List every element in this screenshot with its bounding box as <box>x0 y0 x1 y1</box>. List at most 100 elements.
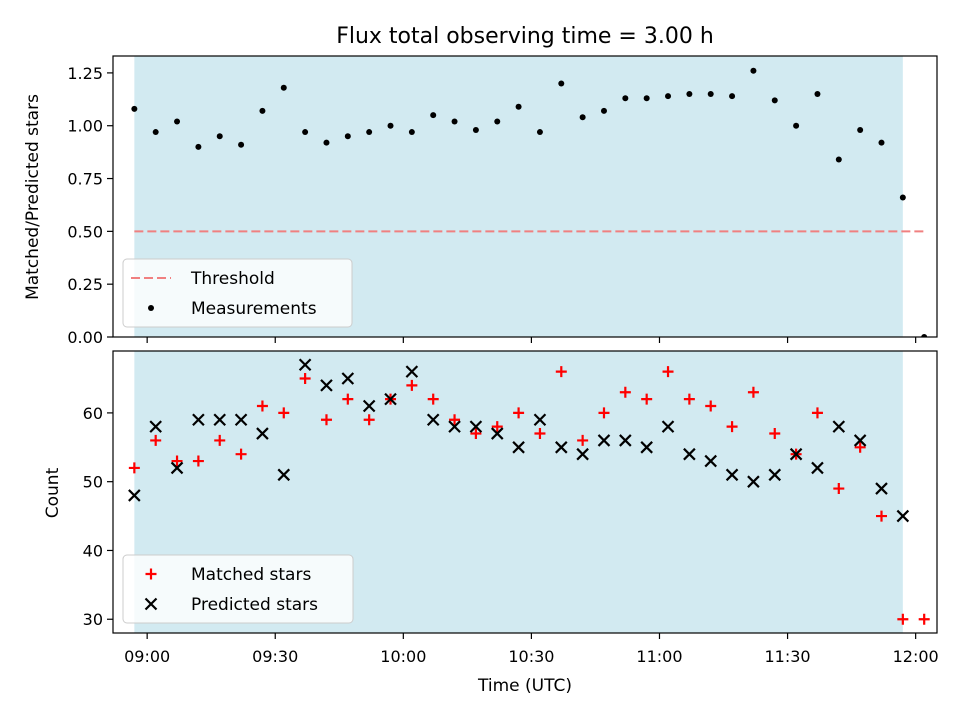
axes-frame-top <box>112 55 938 338</box>
matched-star-point <box>555 366 567 378</box>
measurement-point <box>707 91 714 98</box>
predicted-star-point <box>832 420 846 433</box>
y-tick-label-top: 0.50 <box>67 222 103 241</box>
predicted-star-point <box>256 427 269 440</box>
matched-star-point <box>150 434 162 446</box>
measurement-point <box>387 122 394 129</box>
axes-frame-bottom <box>112 350 938 634</box>
measurement-point <box>238 141 245 148</box>
legend-predicted-swatch <box>144 597 158 611</box>
predicted-star-point <box>533 413 547 427</box>
legend-box-top <box>122 258 353 328</box>
matched-star-point <box>342 393 354 405</box>
matched-star-point <box>662 366 674 378</box>
x-tick-label: 09:30 <box>252 647 298 666</box>
predicted-star-point <box>128 489 141 502</box>
x-tick-label: 09:00 <box>124 647 170 666</box>
predicted-star-point <box>640 441 653 454</box>
matched-star-point <box>406 379 418 391</box>
measurement-point <box>643 95 650 102</box>
measurement-point <box>750 67 757 74</box>
y-tick-label-bottom: 50 <box>83 473 103 492</box>
measurement-point <box>152 129 159 136</box>
legend-label: Measurements <box>191 299 317 319</box>
predicted-star-point <box>298 358 312 372</box>
y-tick-label-top: 0.25 <box>67 275 103 294</box>
measurement-point <box>729 93 736 100</box>
matched-star-point <box>598 407 610 419</box>
x-tick-label: 12:00 <box>893 647 939 666</box>
measurement-point <box>536 129 543 136</box>
legend-measurement-swatch <box>148 305 154 311</box>
measurement-point <box>366 129 373 136</box>
predicted-star-point <box>768 468 782 482</box>
measurement-point <box>472 126 479 133</box>
measurement-point <box>515 103 522 110</box>
matched-star-point <box>577 434 589 446</box>
matched-star-point <box>363 414 375 426</box>
chart-title: Flux total observing time = 3.00 h <box>336 24 714 49</box>
predicted-star-point <box>811 461 824 475</box>
measurement-point <box>878 139 885 146</box>
matched-star-point <box>235 448 247 460</box>
predicted-star-point <box>619 434 632 447</box>
matched-star-point <box>705 400 717 412</box>
predicted-star-point <box>512 441 525 454</box>
y-tick-label-top: 0.75 <box>67 170 103 189</box>
legend-label: Matched stars <box>191 565 311 585</box>
matched-star-point <box>833 483 845 495</box>
matched-star-point <box>299 373 311 385</box>
predicted-star-point <box>234 413 248 427</box>
measurement-point <box>131 105 138 112</box>
matched-star-point <box>641 393 653 405</box>
matched-star-point <box>811 407 823 419</box>
predicted-star-point <box>853 434 867 447</box>
predicted-star-point <box>875 482 888 495</box>
predicted-star-point <box>320 379 333 392</box>
measurement-point <box>302 129 309 136</box>
measurement-point <box>665 93 672 100</box>
predicted-star-point <box>277 468 291 482</box>
matched-star-point <box>875 510 887 522</box>
measurement-point <box>216 133 223 140</box>
y-tick-label-bottom: 60 <box>83 404 103 423</box>
matched-star-point <box>171 455 183 467</box>
x-tick-label: 11:00 <box>636 647 682 666</box>
measurement-point <box>857 126 864 133</box>
matched-star-point <box>683 393 695 405</box>
bottom-y-axis-label: Count <box>43 467 63 518</box>
y-tick-label-bottom: 30 <box>83 610 103 629</box>
x-tick-label: 11:30 <box>765 647 811 666</box>
matched-star-point <box>214 434 226 446</box>
measurement-point <box>771 97 778 104</box>
predicted-star-point <box>789 447 803 461</box>
predicted-star-point <box>747 475 760 488</box>
measurement-point <box>408 129 415 136</box>
predicted-star-point <box>213 413 227 427</box>
matched-star-point <box>128 462 140 474</box>
matched-star-point <box>256 400 268 412</box>
x-tick-label: 10:00 <box>380 647 426 666</box>
predicted-star-point <box>149 420 162 433</box>
y-tick-label-top: 1.00 <box>67 117 103 136</box>
predicted-star-point <box>469 420 483 433</box>
measurement-point <box>451 118 458 125</box>
matched-star-point <box>192 455 204 467</box>
matched-star-point <box>854 441 866 453</box>
measurement-point <box>899 194 906 201</box>
predicted-star-point <box>704 454 717 468</box>
y-tick-label-top: 1.25 <box>67 64 103 83</box>
matched-star-point <box>897 613 909 625</box>
matched-star-point <box>427 393 439 405</box>
predicted-star-point <box>597 434 611 447</box>
predicted-star-point <box>362 399 376 413</box>
x-axis-label: Time (UTC) <box>477 676 572 696</box>
predicted-star-point <box>341 372 355 385</box>
matched-star-point <box>747 386 759 398</box>
measurement-point <box>174 118 181 125</box>
predicted-star-point <box>490 427 504 440</box>
measurement-point <box>344 133 351 140</box>
measurement-point <box>579 114 586 121</box>
